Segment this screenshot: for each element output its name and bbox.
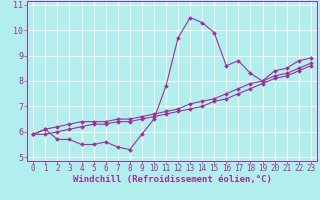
X-axis label: Windchill (Refroidissement éolien,°C): Windchill (Refroidissement éolien,°C) <box>73 175 271 184</box>
